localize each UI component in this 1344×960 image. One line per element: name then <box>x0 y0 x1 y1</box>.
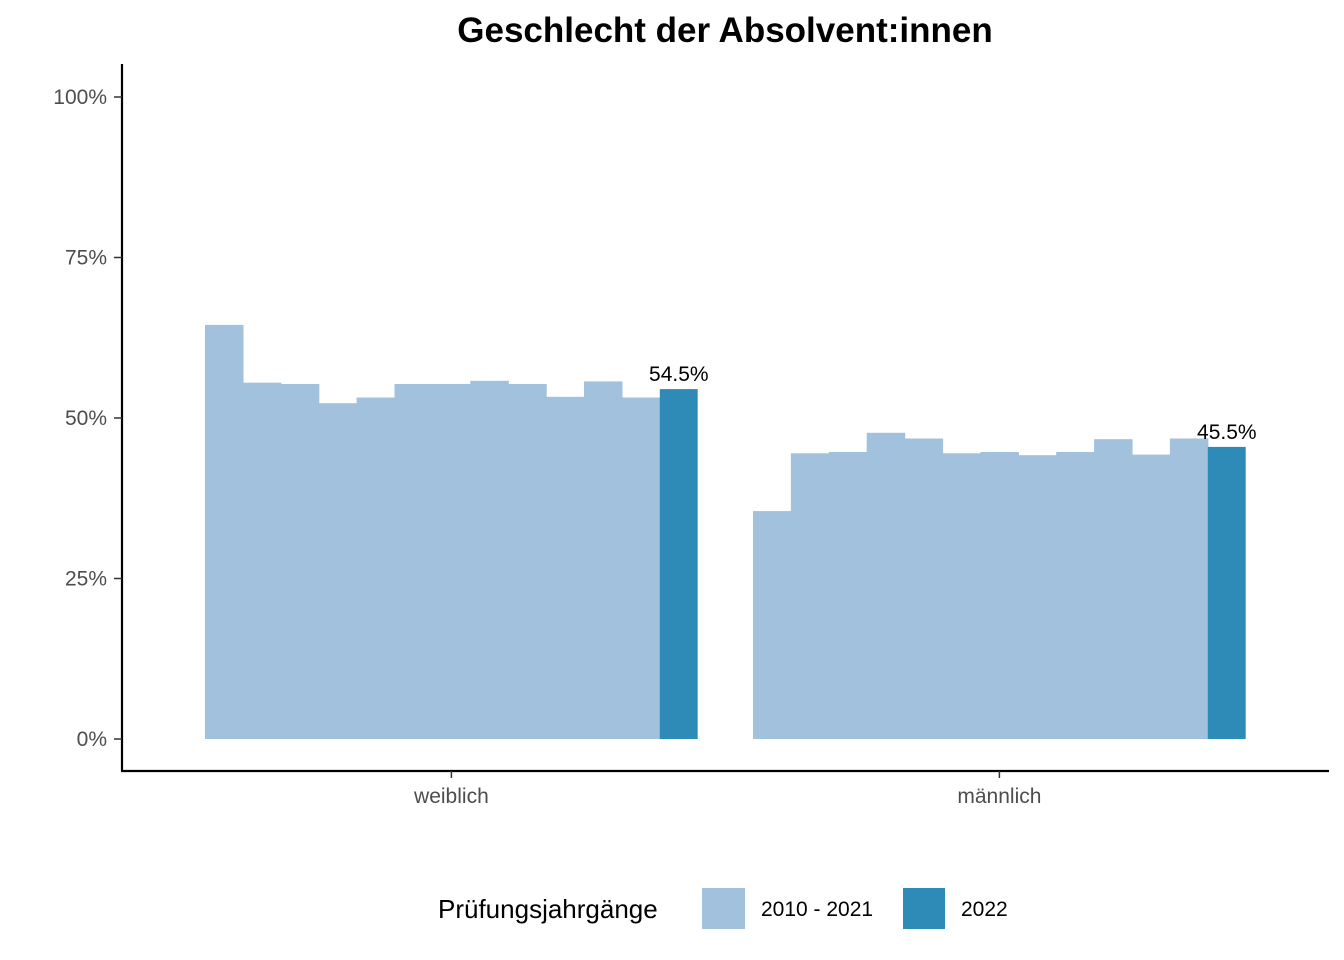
bar-männlich-history-4 <box>904 438 944 739</box>
bar-weiblich-history-3 <box>318 403 358 739</box>
bar-weiblich-history-4 <box>356 397 396 739</box>
bar-männlich-history-3 <box>866 432 906 739</box>
bar-weiblich-history-9 <box>546 396 585 739</box>
chart-title: Geschlecht der Absolvent:innen <box>457 11 992 50</box>
legend-label-2022: 2022 <box>961 898 1008 921</box>
y-tick-label-2: 50% <box>65 407 107 430</box>
data-label-männlich: 45.5% <box>1197 421 1257 444</box>
y-tick-label-0: 0% <box>77 728 107 751</box>
bar-weiblich-history-0 <box>205 324 244 739</box>
bar-weiblich-history-2 <box>280 384 320 739</box>
bar-männlich-history-11 <box>1169 438 1209 739</box>
bar-weiblich-history-11 <box>621 397 661 739</box>
data-label-weiblich: 54.5% <box>649 363 709 386</box>
bar-weiblich-current <box>659 389 698 739</box>
bar-weiblich-history-1 <box>242 382 282 739</box>
legend-label-2010-2021: 2010 - 2021 <box>761 898 873 921</box>
x-tick-label-weiblich: weiblich <box>413 785 489 808</box>
y-tick-label-4: 100% <box>53 86 107 109</box>
y-tick-label-3: 75% <box>65 247 107 270</box>
legend-swatch-2010-2021 <box>702 888 745 929</box>
bar-weiblich-history-6 <box>432 384 471 739</box>
bar-männlich-history-1 <box>790 453 830 739</box>
bar-männlich-history-6 <box>980 452 1019 739</box>
bar-männlich-history-9 <box>1094 439 1133 739</box>
bar-weiblich-history-10 <box>584 381 623 739</box>
legend-swatch-2022 <box>903 888 945 929</box>
y-axis-ticks: 0% 25% 50% 75% 100% <box>53 86 122 751</box>
bar-weiblich-history-5 <box>394 384 433 739</box>
bar-area <box>205 324 1246 739</box>
legend: Prüfungsjahrgänge 2010 - 2021 2022 <box>438 888 1008 929</box>
bar-männlich-history-8 <box>1056 452 1095 739</box>
bar-männlich-history-5 <box>942 453 981 739</box>
bar-männlich-history-10 <box>1132 454 1171 739</box>
bar-männlich-history-2 <box>828 452 868 739</box>
bar-weiblich-history-8 <box>508 384 547 739</box>
legend-title: Prüfungsjahrgänge <box>438 894 658 924</box>
bar-männlich-history-0 <box>753 511 792 739</box>
bar-weiblich-history-7 <box>470 380 509 739</box>
bar-männlich-history-7 <box>1018 455 1057 739</box>
x-tick-label-männlich: männlich <box>957 785 1041 808</box>
data-labels: 54.5% 45.5% <box>649 363 1257 444</box>
x-axis-ticks: weiblich männlich <box>413 771 1041 808</box>
bar-männlich-current <box>1207 446 1246 739</box>
y-tick-label-1: 25% <box>65 568 107 591</box>
